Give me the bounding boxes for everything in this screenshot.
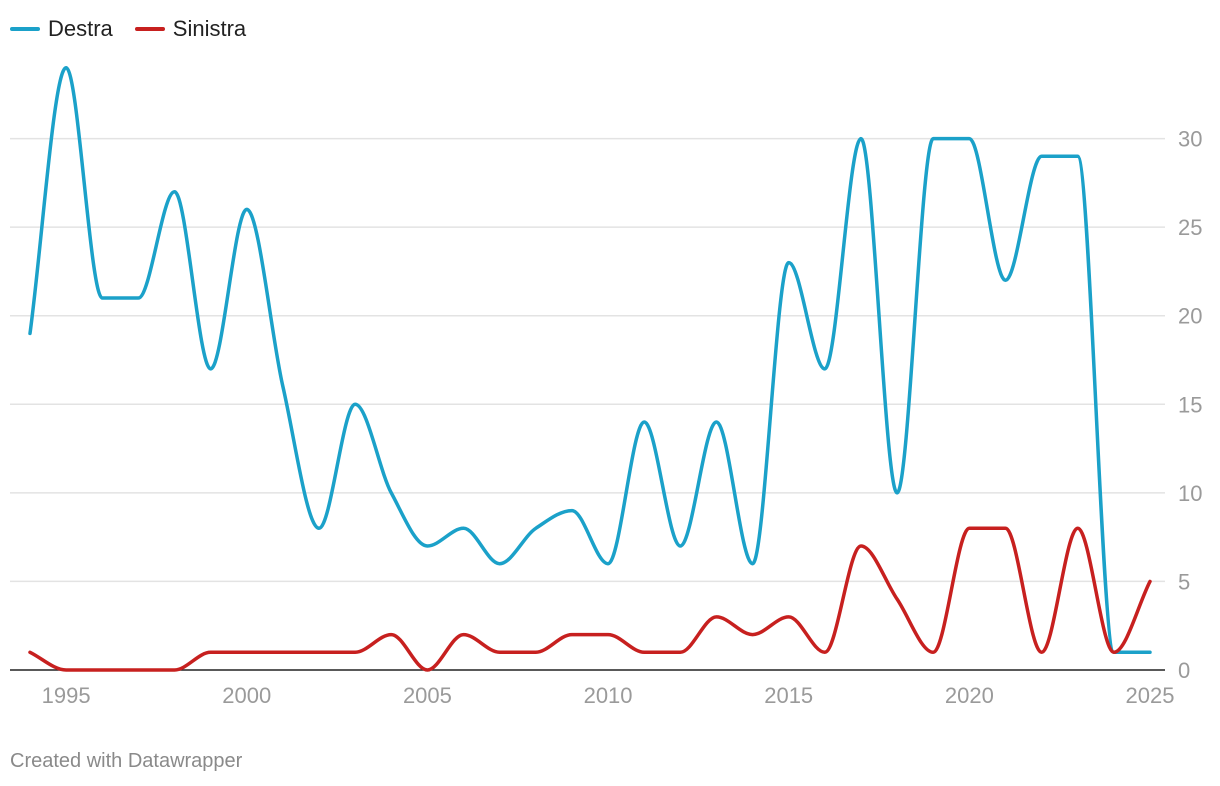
legend-swatch-destra (10, 27, 40, 31)
x-tick-label: 2010 (584, 683, 633, 708)
y-tick-label: 5 (1178, 569, 1190, 594)
y-tick-label: 15 (1178, 392, 1202, 417)
legend: Destra Sinistra (10, 16, 246, 42)
y-tick-label: 25 (1178, 215, 1202, 240)
legend-swatch-sinistra (134, 27, 165, 31)
x-tick-label: 2015 (764, 683, 813, 708)
legend-item-destra: Destra (10, 16, 113, 42)
legend-label-destra: Destra (48, 16, 113, 41)
x-tick-label: 2000 (222, 683, 271, 708)
series-line-destra (28, 65, 1152, 655)
y-tick-label: 20 (1178, 304, 1202, 329)
series-lines (28, 65, 1152, 672)
x-tick-label: 1995 (42, 683, 91, 708)
x-tick-label: 2005 (403, 683, 452, 708)
legend-item-sinistra: Sinistra (134, 16, 247, 42)
y-axis-ticks: 0 5 10 15 20 25 30 (1178, 127, 1202, 683)
footer-credit: Created with Datawrapper (10, 750, 243, 772)
y-tick-label: 30 (1178, 127, 1202, 152)
x-tick-label: 2025 (1126, 683, 1175, 708)
y-tick-label: 0 (1178, 658, 1190, 683)
x-tick-label: 2020 (945, 683, 994, 708)
series-line-sinistra (28, 526, 1152, 672)
gridlines (10, 137, 1165, 583)
y-tick-label: 10 (1178, 481, 1202, 506)
x-axis-ticks: 1995 2000 2005 2010 2015 2020 2025 (42, 683, 1175, 708)
legend-label-sinistra: Sinistra (172, 16, 247, 41)
